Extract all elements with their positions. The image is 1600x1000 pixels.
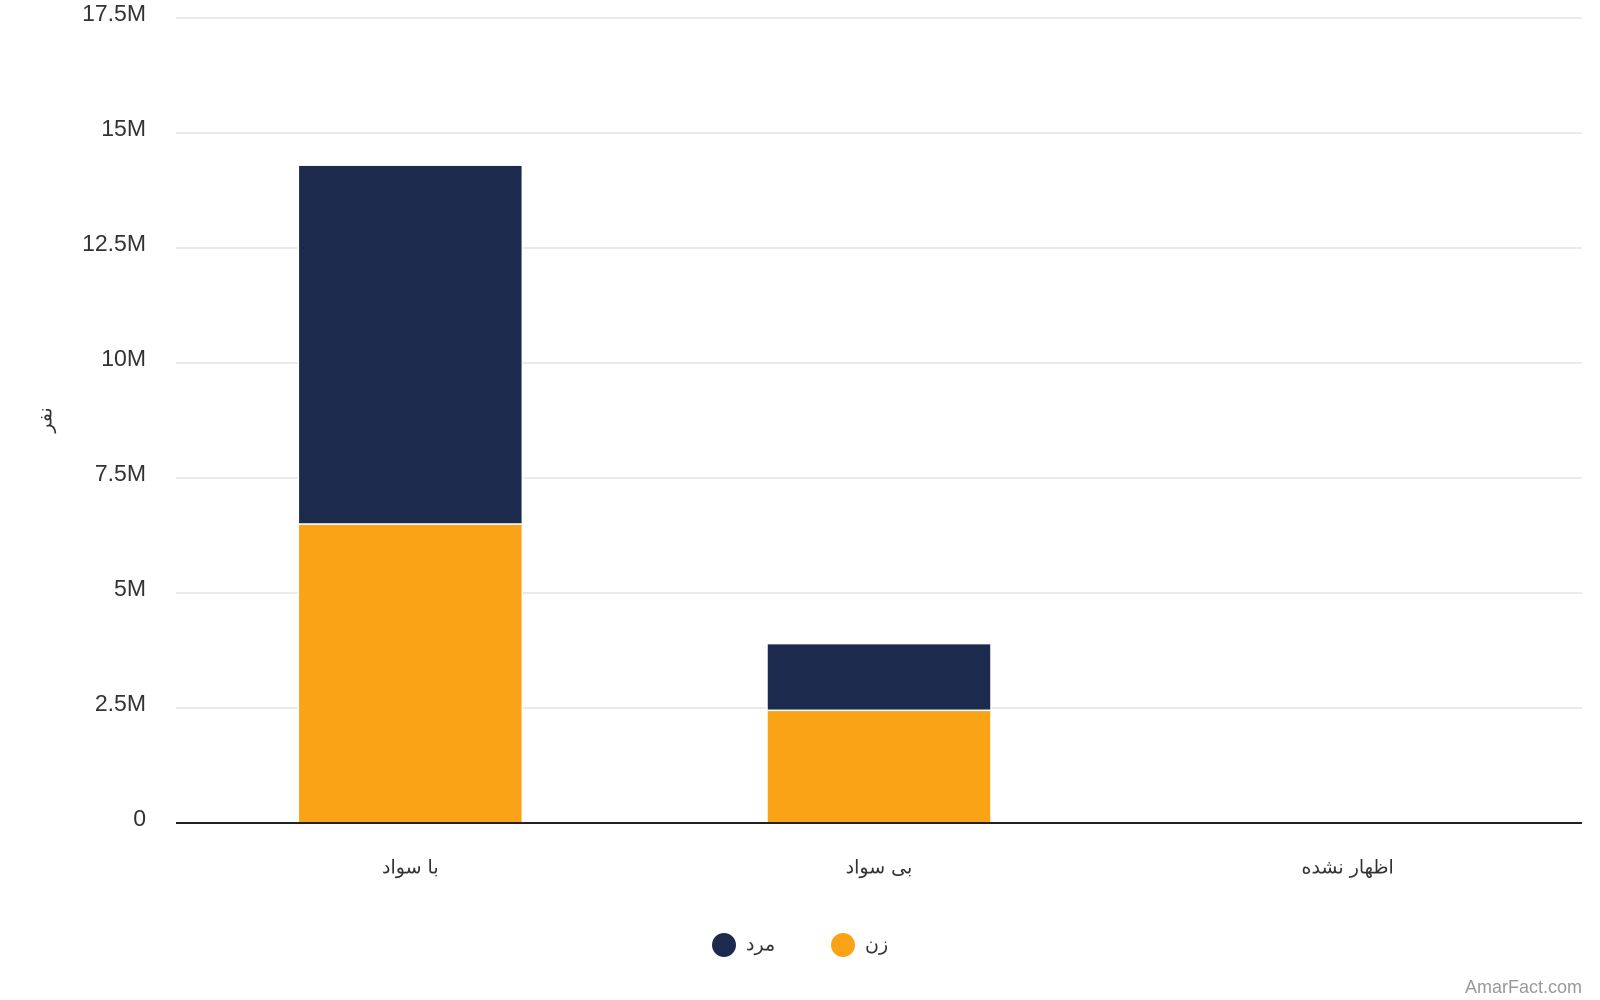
legend-label: زن — [865, 934, 888, 956]
legend-label: مرد — [746, 934, 775, 956]
y-tick-label: 0 — [133, 805, 146, 831]
x-tick-label: بی سواد — [846, 857, 913, 879]
y-tick-label: 15M — [101, 115, 146, 141]
watermark: AmarFact.com — [1465, 977, 1582, 997]
bar-segment — [766, 709, 992, 824]
y-tick-label: 7.5M — [95, 460, 146, 486]
bar-segment — [297, 164, 524, 525]
x-tick-label: اظهار نشده — [1302, 857, 1394, 879]
x-tick-label: با سواد — [382, 857, 439, 879]
y-axis-label: نفر — [35, 407, 57, 433]
legend-marker — [831, 933, 855, 957]
legend-marker — [712, 933, 736, 957]
y-tick-label: 5M — [114, 575, 146, 601]
bar-segment — [297, 523, 524, 824]
bar-segment — [766, 642, 992, 712]
y-tick-label: 10M — [101, 345, 146, 371]
y-tick-label: 2.5M — [95, 690, 146, 716]
y-tick-label: 17.5M — [82, 0, 146, 26]
y-tick-label: 12.5M — [82, 230, 146, 256]
